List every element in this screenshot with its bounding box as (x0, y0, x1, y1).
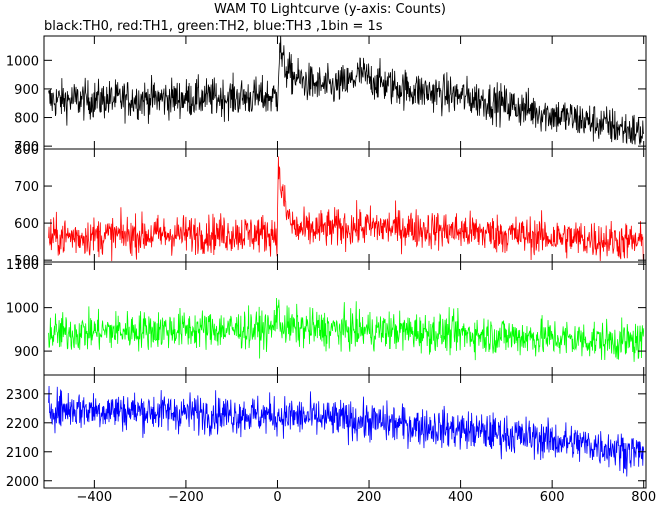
panel-frame (43, 35, 647, 150)
x-tick-label: 0 (273, 490, 281, 505)
series-line-th0 (48, 36, 645, 145)
y-tick-label: 900 (14, 83, 39, 98)
y-tick-label: 2000 (6, 475, 39, 490)
chart-title: WAM T0 Lightcurve (y-axis: Counts) (214, 2, 446, 17)
x-tick-label: −400 (76, 490, 112, 505)
panel-th2: 900 1000 1100 (6, 258, 647, 376)
panels-layer: 7008009001000500600700800900100011002000… (6, 35, 656, 505)
x-tick-label: 400 (448, 490, 473, 505)
x-tick-label: 800 (631, 490, 656, 505)
x-tick-label: 600 (540, 490, 565, 505)
y-tick-label: 700 (14, 140, 39, 155)
y-tick-label: 2300 (6, 388, 39, 403)
panel-th3: 2000 2100 2200 2300 (6, 374, 647, 490)
y-tick-label: 700 (14, 180, 39, 195)
series-line-th3 (48, 386, 645, 477)
x-tick-label: 200 (357, 490, 382, 505)
y-tick-label: 600 (14, 217, 39, 232)
chart-subtitle: black:TH0, red:TH1, green:TH2, blue:TH3 … (44, 19, 383, 34)
y-tick-label: 2100 (6, 446, 39, 461)
series-line-th1 (48, 156, 645, 262)
y-tick-label: 900 (14, 345, 39, 360)
y-tick-label: 1000 (6, 54, 39, 69)
series-line-th2 (48, 297, 645, 362)
y-tick-label: 1100 (6, 258, 39, 273)
y-tick-label: 800 (14, 112, 39, 127)
x-tick-label: −200 (168, 490, 204, 505)
panel-frame (43, 374, 647, 489)
y-tick-label: 500 (14, 254, 39, 269)
y-tick-label: 800 (14, 143, 39, 158)
y-tick-label: 2200 (6, 417, 39, 432)
y-tick-label: 1000 (6, 302, 39, 317)
